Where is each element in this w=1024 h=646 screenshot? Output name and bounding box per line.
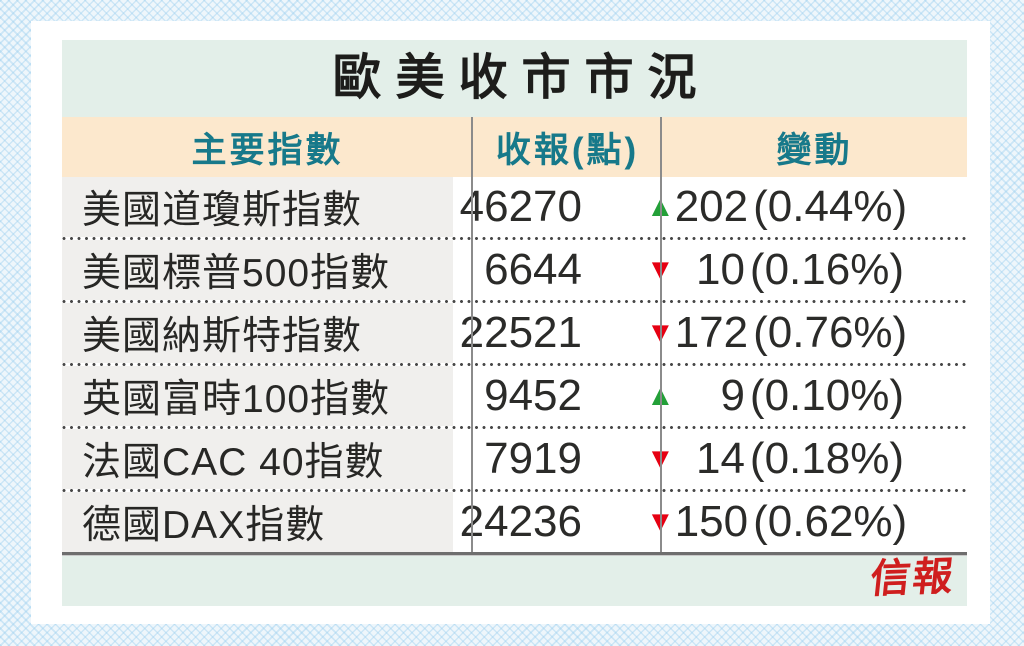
change-percent: (0.18%)	[749, 434, 904, 483]
footer-bar: 信報	[62, 555, 967, 606]
change-cell: ▼ 14 (0.18%)	[612, 429, 917, 489]
table-title-bar: 歐美收市市況	[62, 40, 967, 117]
table-body: 美國道瓊斯指數 46270 ▲ 202 (0.44%) 美國標普500指數 66…	[62, 177, 967, 552]
column-divider	[660, 117, 662, 552]
index-name: 法國CAC 40指數	[62, 429, 453, 489]
index-name: 美國標普500指數	[62, 240, 453, 300]
change-value: 9	[720, 371, 745, 420]
row-divider	[62, 300, 967, 303]
table-row: 英國富時100指數 9452 ▲ 9 (0.10%)	[62, 366, 967, 426]
change-value: 172	[674, 308, 749, 357]
row-divider	[62, 237, 967, 240]
close-value: 24236	[459, 497, 582, 546]
hkej-logo: 信報	[868, 554, 958, 602]
close-value: 46270	[459, 182, 582, 231]
close-value: 6644	[484, 245, 582, 294]
change-value: 202	[674, 182, 749, 231]
table-header-row: 主要指數 收報(點) 變動	[62, 117, 967, 177]
change-percent: (0.76%)	[753, 308, 908, 357]
header-change: 變動	[776, 130, 853, 170]
change-cell: ▲ 202 (0.44%)	[612, 177, 917, 237]
table-row: 德國DAX指數 24236 ▼ 150 (0.62%)	[62, 492, 967, 552]
row-divider	[62, 363, 967, 366]
row-divider	[62, 489, 967, 492]
change-cell: ▲ 9 (0.10%)	[612, 366, 917, 426]
row-divider	[62, 426, 967, 429]
close-value: 7919	[484, 434, 582, 483]
close-value: 22521	[459, 308, 582, 357]
table-row: 美國納斯特指數 22521 ▼ 172 (0.76%)	[62, 303, 967, 363]
change-percent: (0.62%)	[753, 497, 908, 546]
footer-divider-line	[62, 552, 967, 556]
info-card: 歐美收市市況 主要指數 收報(點) 變動 美國道瓊斯指數 46270 ▲ 202…	[31, 21, 990, 624]
table-row: 美國道瓊斯指數 46270 ▲ 202 (0.44%)	[62, 177, 967, 237]
index-name: 美國納斯特指數	[62, 303, 453, 363]
header-close-points: 收報(點)	[495, 130, 640, 170]
page-title: 歐美收市市況	[332, 51, 711, 105]
close-value: 9452	[484, 371, 582, 420]
change-cell: ▼ 172 (0.76%)	[612, 303, 917, 363]
index-name: 美國道瓊斯指數	[62, 177, 453, 237]
change-value: 14	[695, 434, 745, 483]
change-percent: (0.16%)	[749, 245, 904, 294]
index-name: 德國DAX指數	[62, 492, 453, 552]
change-cell: ▼ 150 (0.62%)	[612, 492, 917, 552]
change-cell: ▼ 10 (0.16%)	[612, 240, 917, 300]
market-table: 歐美收市市況 主要指數 收報(點) 變動 美國道瓊斯指數 46270 ▲ 202…	[62, 40, 967, 609]
table-row: 美國標普500指數 6644 ▼ 10 (0.16%)	[62, 240, 967, 300]
change-value: 10	[695, 245, 745, 294]
change-percent: (0.10%)	[749, 371, 904, 420]
header-index-name: 主要指數	[191, 130, 344, 170]
index-name: 英國富時100指數	[62, 366, 453, 426]
column-divider	[471, 117, 473, 552]
change-value: 150	[674, 497, 749, 546]
table-row: 法國CAC 40指數 7919 ▼ 14 (0.18%)	[62, 429, 967, 489]
change-percent: (0.44%)	[753, 182, 908, 231]
